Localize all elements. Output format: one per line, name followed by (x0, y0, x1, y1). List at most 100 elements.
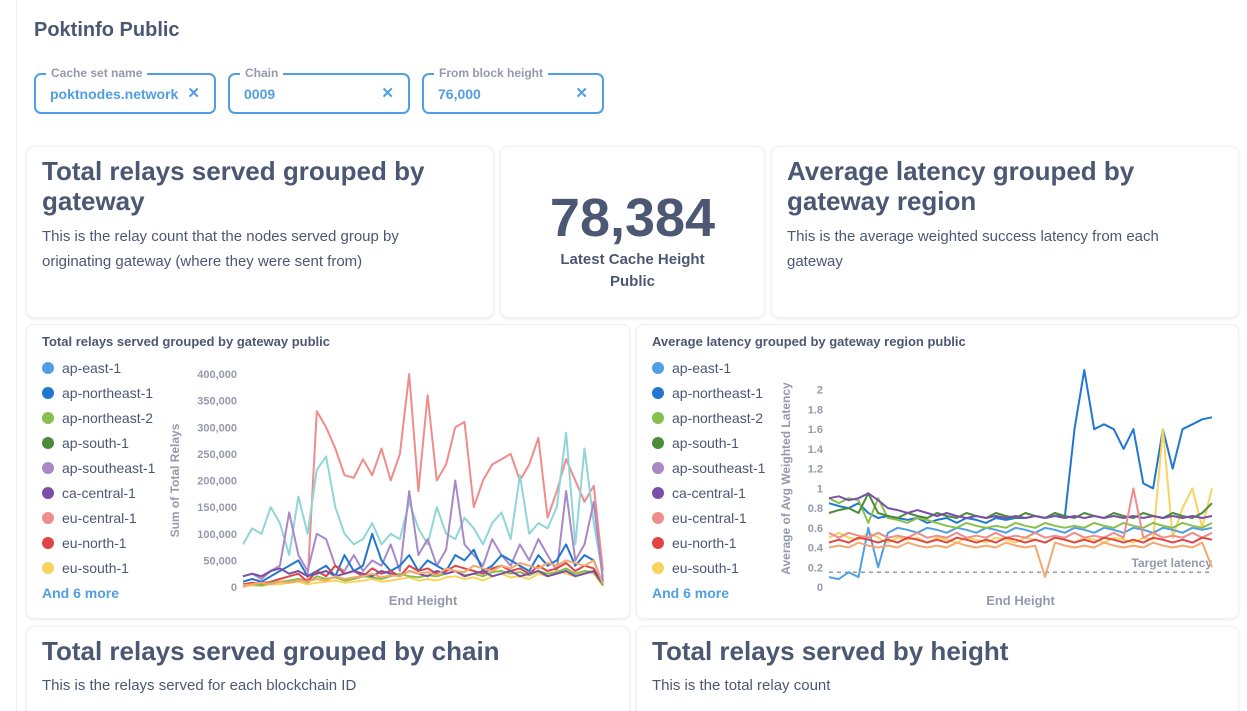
filter-from-block-height[interactable]: From block height 76,000 ✕ (422, 66, 604, 114)
legend-label: ca-central-1 (672, 485, 746, 501)
legend-label: eu-central-1 (672, 510, 747, 526)
legend-item[interactable]: ap-east-1 (42, 360, 122, 385)
legend-dot (652, 362, 664, 374)
y-tick-label: 0.4 (808, 543, 824, 555)
legend-dot (42, 512, 54, 524)
filter-label: From block height (434, 66, 549, 80)
legend-dot (42, 487, 54, 499)
legend-item[interactable]: eu-north-1 (652, 535, 737, 560)
y-tick-label: 1.6 (808, 424, 823, 436)
card-title: Total relays served grouped by gateway (42, 156, 425, 216)
legend-label: ap-east-1 (672, 360, 732, 376)
filter-value[interactable]: 0009 (244, 86, 276, 102)
legend-item[interactable]: eu-central-1 (652, 510, 747, 535)
series-line-ap-east-1[interactable] (828, 526, 1213, 581)
close-icon[interactable]: ✕ (187, 85, 200, 102)
card-description: This is the total relay count (652, 677, 831, 694)
filter-value[interactable]: poktnodes.network (50, 86, 179, 102)
series-line-extra-orange[interactable] (242, 559, 604, 587)
legend-dot (652, 487, 664, 499)
legend-dot (42, 537, 54, 549)
y-tick-label: 1.4 (808, 444, 824, 456)
text-card-latency-region: Average latency grouped by gateway regio… (771, 146, 1239, 318)
chart-title[interactable]: Total relays served grouped by gateway p… (42, 334, 331, 349)
series-line-ap-northeast-1[interactable] (242, 532, 604, 585)
legend-dot (42, 387, 54, 399)
dashboard-title: Poktinfo Public (34, 19, 180, 41)
legend-more-link[interactable]: And 6 more (42, 585, 120, 601)
legend-label: eu-central-1 (62, 510, 137, 526)
chart-card-relays-gateway[interactable]: Total relays served grouped by gateway p… (26, 324, 630, 619)
series-line-ap-south-1[interactable] (828, 492, 1213, 519)
legend-item[interactable]: ap-northeast-1 (652, 385, 763, 410)
legend-item[interactable]: ap-northeast-1 (42, 385, 153, 410)
y-tick-label: 250,000 (197, 449, 237, 461)
y-tick-label: 100,000 (197, 529, 237, 541)
series-line-ap-northeast-2[interactable] (828, 497, 1213, 529)
series-line-eu-south-1[interactable] (828, 428, 1213, 544)
legend-item[interactable]: eu-south-1 (652, 560, 739, 585)
legend-item[interactable]: eu-south-1 (42, 560, 129, 585)
scalar-label[interactable]: Latest Cache Height Public (560, 251, 705, 290)
legend-dot (42, 462, 54, 474)
series-line-eu-central-1[interactable] (828, 487, 1213, 539)
legend-label: eu-south-1 (62, 560, 129, 576)
legend-dot (42, 562, 54, 574)
legend-item[interactable]: ap-northeast-2 (652, 410, 763, 435)
scalar-card-cache-height[interactable]: 78,384 Latest Cache Height Public (500, 146, 765, 318)
series-line-ap-southeast-1[interactable] (242, 479, 604, 582)
y-tick-label: 200,000 (197, 476, 237, 488)
latency-line-chart[interactable]: 0 0.2 0.4 0.6 0.8 1 1.2 1.4 1.6 1.8 2 Average of Av… (637, 325, 1240, 620)
series-line-ca-central-1[interactable] (828, 492, 1213, 519)
series-line-extra-orange[interactable] (828, 541, 1213, 579)
filter-chain[interactable]: Chain 0009 ✕ (228, 66, 410, 114)
scalar-value: 78,384 (549, 188, 716, 248)
legend-label: ap-south-1 (62, 435, 129, 451)
legend-item[interactable]: ap-south-1 (652, 435, 739, 460)
relays-line-chart[interactable]: 0 50,000 100,000 150,000 200,000 250,000 300,0… (27, 325, 631, 620)
y-tick-label: 1.8 (808, 404, 823, 416)
x-axis-label: End Height (986, 593, 1055, 608)
text-card-relays-height: Total relays served by height This is th… (636, 626, 1239, 711)
filter-label: Chain (240, 66, 284, 80)
close-icon[interactable]: ✕ (381, 85, 394, 102)
legend-item[interactable]: ca-central-1 (652, 485, 746, 510)
series-line-ap-east-1[interactable] (242, 431, 604, 577)
legend-item[interactable]: ap-southeast-1 (652, 460, 765, 485)
series-line-ap-northeast-1[interactable] (828, 369, 1213, 524)
legend-item[interactable]: ap-northeast-2 (42, 410, 153, 435)
legend-dot (652, 512, 664, 524)
series-line-eu-south-1[interactable] (242, 570, 604, 587)
series-line-eu-central-1[interactable] (242, 373, 604, 588)
chart-card-latency-region[interactable]: Average latency grouped by gateway regio… (636, 324, 1239, 619)
y-tick-label: 300,000 (197, 422, 237, 434)
series-line-eu-north-1[interactable] (242, 562, 604, 586)
close-icon[interactable]: ✕ (575, 85, 588, 102)
card-title: Total relays served grouped by chain (42, 636, 500, 666)
filter-value[interactable]: 76,000 (438, 86, 481, 102)
y-axis-label: Sum of Total Relays (168, 423, 182, 537)
legend-item[interactable]: ap-east-1 (652, 360, 732, 385)
legend-label: eu-north-1 (672, 535, 737, 551)
legend-more-link[interactable]: And 6 more (652, 585, 730, 601)
legend-item[interactable]: eu-north-1 (42, 535, 127, 560)
legend-label: ca-central-1 (62, 485, 136, 501)
y-tick-label: 0.8 (808, 503, 823, 515)
legend-item[interactable]: ap-southeast-1 (42, 460, 155, 485)
chart-title[interactable]: Average latency grouped by gateway regio… (652, 334, 966, 349)
series-line-eu-north-1[interactable] (828, 536, 1213, 544)
legend-item[interactable]: eu-central-1 (42, 510, 137, 535)
y-tick-label: 0 (231, 582, 237, 594)
legend-dot (652, 412, 664, 424)
legend-dot (42, 362, 54, 374)
series-line-ca-central-1[interactable] (242, 567, 604, 585)
legend-label: ap-northeast-1 (672, 385, 764, 401)
legend-label: ap-east-1 (62, 360, 122, 376)
legend-label: eu-north-1 (62, 535, 127, 551)
y-tick-label: 150,000 (197, 502, 237, 514)
filter-cache-set-name[interactable]: Cache set name poktnodes.network ✕ (34, 66, 216, 114)
y-tick-label: 50,000 (203, 555, 237, 567)
legend-item[interactable]: ap-south-1 (42, 435, 129, 460)
y-tick-label: 0 (817, 582, 823, 594)
legend-item[interactable]: ca-central-1 (42, 485, 136, 510)
